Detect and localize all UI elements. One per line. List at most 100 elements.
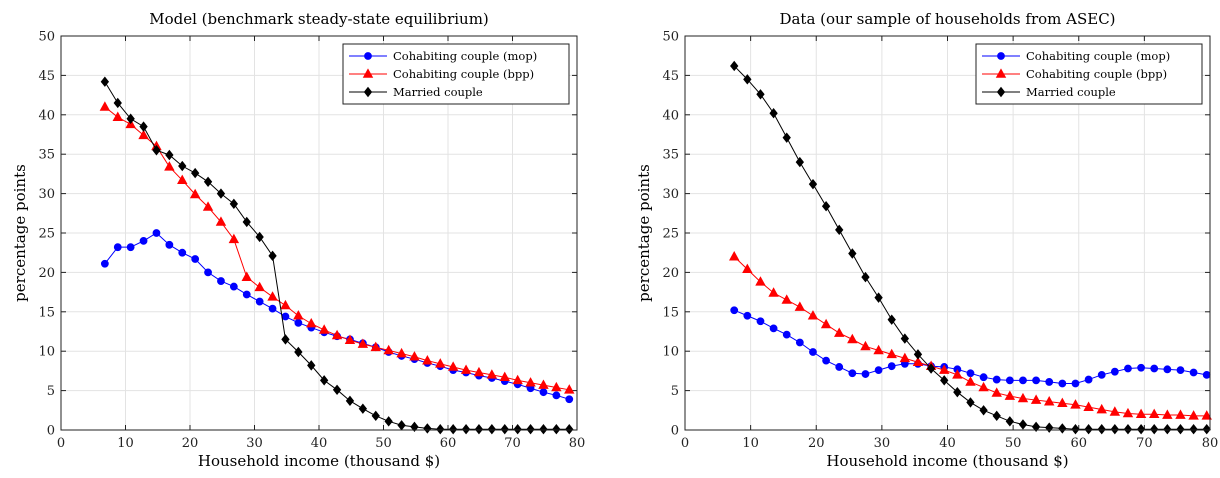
chart2-series-3-point xyxy=(1189,424,1198,435)
chart2-ytick-label: 10 xyxy=(662,345,679,360)
chart1-series-1-point xyxy=(294,318,303,327)
chart1-series-3-point xyxy=(513,424,522,435)
chart2-legend-entry-2-label: Cohabiting couple (bpp) xyxy=(1026,67,1167,81)
chart1-series-2-point xyxy=(254,281,265,292)
chart2-title: Data (our sample of households from ASEC… xyxy=(779,10,1115,28)
chart1-series-3-point xyxy=(165,149,174,161)
chart1-series-1-point xyxy=(217,277,225,285)
chart2-series-2-point xyxy=(768,287,779,297)
chart1-ytick-label: 25 xyxy=(38,227,55,242)
chart2-ytick-label: 40 xyxy=(662,108,679,123)
chart1-series-3-point xyxy=(152,145,161,156)
chart1-series-2-point xyxy=(318,324,330,334)
chart2-series-3-point xyxy=(887,314,896,325)
chart2-axes-frame xyxy=(684,35,1211,431)
chart2-series-2-point xyxy=(991,387,1002,397)
chart1-series-1-point xyxy=(152,229,161,237)
chart1-series-2-point xyxy=(370,341,381,352)
chart2-series-3-point xyxy=(900,333,910,344)
chart1-series-2-point xyxy=(486,369,498,379)
chart1-xtick-label: 40 xyxy=(311,436,328,451)
chart2-series-2-point xyxy=(860,340,871,351)
chart2-series-1-point xyxy=(1124,364,1132,373)
chart1-legend-entry-3-label: Married couple xyxy=(393,85,483,99)
chart1-series-2-point xyxy=(551,381,562,392)
chart2-series-2-point xyxy=(912,356,924,367)
chart1-series-1-point xyxy=(242,290,251,299)
chart1-xtick-label: 10 xyxy=(117,436,134,451)
chart2-series-2-point xyxy=(1135,408,1147,419)
chart2-series-3-point xyxy=(769,108,778,119)
chart2-series-1-point xyxy=(887,362,896,371)
chart2-series-1-point xyxy=(822,356,830,365)
chart2-series-3-point xyxy=(1005,416,1015,427)
chart2-ytick-label: 20 xyxy=(662,266,679,281)
chart1-legend-entry-1: Cohabiting couple (mop) xyxy=(349,49,537,63)
chart1-series-3-point xyxy=(410,421,419,433)
chart1-ytick-label: 40 xyxy=(38,108,55,123)
chart2-ylabel: percentage points xyxy=(635,164,653,302)
chart2-series-3-point xyxy=(1071,424,1080,435)
chart2-series-2-point xyxy=(1083,401,1094,411)
chart2-xtick-label: 30 xyxy=(874,436,891,451)
chart1-series-3-point xyxy=(500,424,509,435)
chart1-series-3-point xyxy=(487,424,497,435)
chart1-legend-entry-2: Cohabiting couple (bpp) xyxy=(349,67,534,81)
chart2-legend-entry-1: Cohabiting couple (mop) xyxy=(982,49,1170,63)
chart1-legend-entry-1-marker xyxy=(364,52,372,60)
chart2-series-2-point xyxy=(899,352,911,363)
chart1-ytick-label: 20 xyxy=(38,266,55,281)
chart1-series-1-point xyxy=(204,268,212,277)
chart2-series-1-point xyxy=(1163,365,1172,374)
chart1-series-1-point xyxy=(126,243,135,252)
chart1-series-2-point xyxy=(499,371,510,382)
chart1-series-3-point xyxy=(268,250,277,262)
chart2-ytick-label: 30 xyxy=(662,187,679,202)
chart2-ytick-label: 0 xyxy=(671,424,679,439)
chart2-series-2-point xyxy=(939,364,950,374)
chart2-ytick-label: 50 xyxy=(662,30,679,45)
chart2-series-1-point xyxy=(979,373,988,382)
chart2-series-2-point xyxy=(1057,397,1068,408)
chart2-series-3-point xyxy=(1058,423,1067,434)
chart1-ytick-label: 30 xyxy=(38,187,55,202)
chart1-xtick-label: 60 xyxy=(440,436,457,451)
chart1-series-3-point xyxy=(319,375,329,386)
chart2-series-2-point xyxy=(834,327,845,337)
chart2-series-3-point xyxy=(1084,424,1093,435)
chart1-series-2-point xyxy=(280,299,291,310)
chart2-series-2-point xyxy=(1188,410,1199,420)
chart1-xlabel: Household income (thousand $) xyxy=(198,452,440,470)
chart2-series-3 xyxy=(730,60,1211,435)
chart1-ytick-label: 50 xyxy=(38,30,55,45)
chart1-series-2-point xyxy=(331,329,343,340)
chart2-series-1-point xyxy=(743,311,752,320)
chart1-series-3-point xyxy=(229,198,239,210)
chart2-series-2-point xyxy=(755,276,766,286)
chart1-series-2-point xyxy=(460,364,472,374)
chart1-title: Model (benchmark steady-state equilibriu… xyxy=(149,10,489,28)
chart2-series-2-point xyxy=(847,333,858,344)
chart1-series-1-point xyxy=(229,282,238,291)
chart2-series-1-point xyxy=(795,338,804,347)
chart2-series-3-point xyxy=(808,178,818,190)
chart1-series-3-point xyxy=(345,395,355,407)
chart2-series-3-point xyxy=(1031,421,1041,433)
chart2-series-3-point xyxy=(1163,424,1172,435)
chart1-series-2-point xyxy=(293,310,304,320)
chart1-series-2-point xyxy=(383,344,394,355)
chart1-series-2-point xyxy=(564,384,575,394)
chart2-series-1-point xyxy=(1019,376,1027,385)
chart2-xtick-label: 70 xyxy=(1136,436,1153,451)
chart2-series-1-point xyxy=(1150,364,1159,373)
chart1-series-3-point xyxy=(565,424,574,435)
chart1-series-3-point xyxy=(423,423,432,434)
chart1-ylabel: percentage points xyxy=(11,164,29,302)
chart2-series-3-point xyxy=(1136,424,1146,435)
chart2-series-2-point xyxy=(1175,409,1186,419)
chart2-series-2-point xyxy=(1149,408,1160,419)
chart2-legend-entry-3: Married couple xyxy=(982,85,1116,99)
chart2-series-1-point xyxy=(861,370,870,378)
chart2-series-3-point xyxy=(1150,424,1159,435)
